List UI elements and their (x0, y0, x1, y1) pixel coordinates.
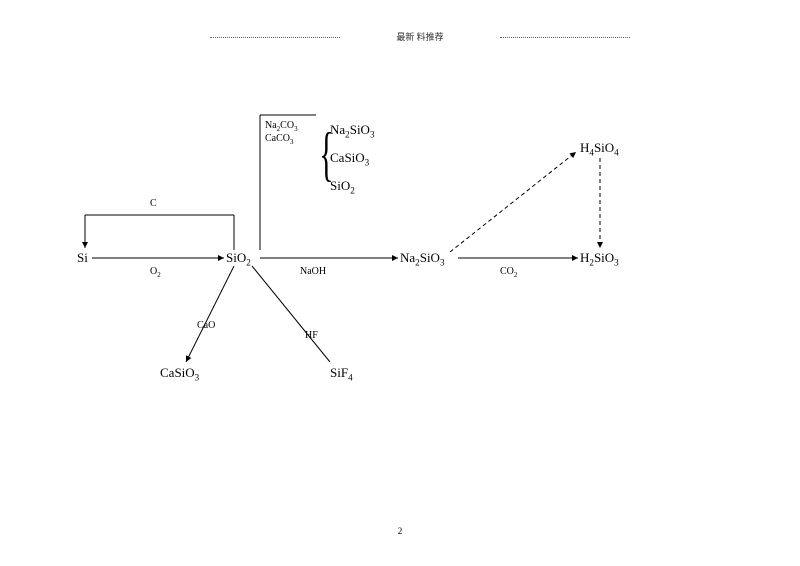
brace-icon: { (319, 124, 333, 184)
node-casio3-bl: CaSiO3 (160, 365, 199, 383)
edge-sio2-casio3 (186, 266, 234, 362)
node-na2sio3: Na2SiO3 (400, 250, 445, 268)
page: 最新 料推荐 Si SiO2 Na2SiO3 H2SiO3 H4SiO4 CaS… (0, 0, 800, 566)
diagram-svg (0, 0, 800, 566)
node-box-na2sio3: Na2SiO3 (330, 122, 375, 140)
edge-na2sio3-h4sio4 (450, 152, 576, 252)
node-si: Si (77, 250, 88, 266)
page-header: 最新 料推荐 (220, 30, 620, 43)
node-box-sio2: SiO2 (330, 178, 355, 196)
edge-sio2-sif4 (252, 266, 330, 362)
label-co2: CO2 (500, 266, 517, 279)
node-h4sio4: H4SiO4 (580, 140, 619, 158)
node-box-casio3: CaSiO3 (330, 150, 369, 168)
label-c: C (150, 198, 157, 209)
node-h2sio3: H2SiO3 (580, 250, 619, 268)
page-footer: 2 (0, 526, 800, 536)
header-text: 最新 料推荐 (396, 32, 443, 42)
label-hf: HF (305, 330, 318, 341)
node-sif4: SiF4 (330, 365, 353, 383)
label-o2: O2 (150, 266, 161, 279)
label-naoh: NaOH (300, 266, 326, 277)
label-top-reagents: Na2CO3CaCO3 (265, 120, 298, 146)
label-cao: CaO (197, 320, 215, 331)
page-number: 2 (398, 526, 403, 536)
node-sio2: SiO2 (226, 250, 251, 268)
